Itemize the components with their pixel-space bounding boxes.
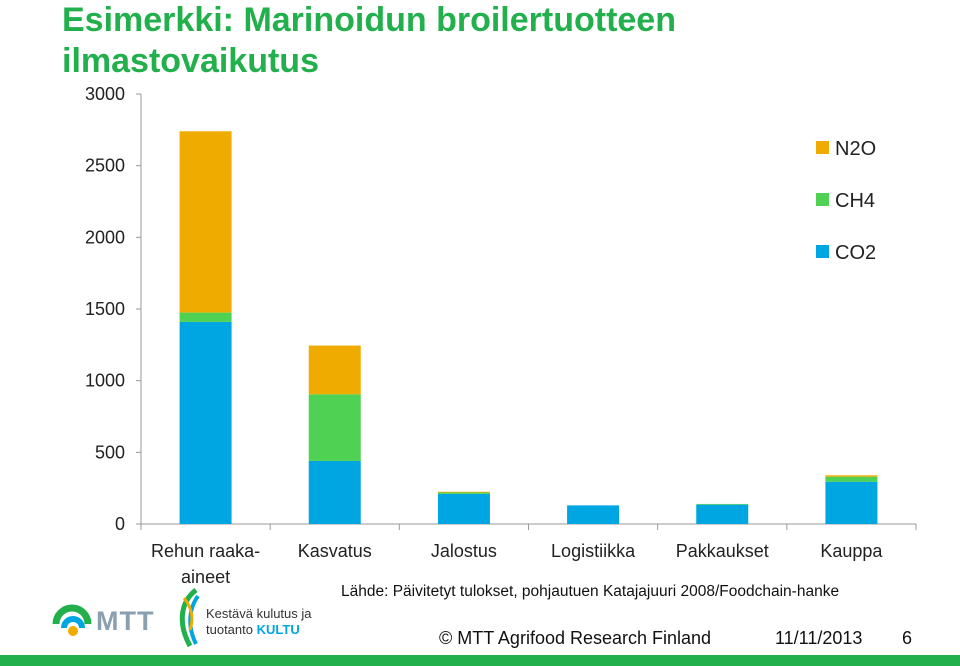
category-label: aineet: [181, 567, 230, 587]
bar-n2o-0: [179, 131, 232, 313]
bar-ch4-2: [437, 492, 490, 494]
y-tick-label: 1500: [85, 299, 125, 319]
y-tick-label: 3000: [85, 84, 125, 104]
category-label: Pakkaukset: [676, 541, 769, 561]
legend-swatch-co2: [816, 245, 829, 258]
chart-legend: N2O CH4 CO2: [802, 126, 916, 264]
mtt-logo: MTT: [50, 598, 172, 642]
legend-label-n2o: N2O: [835, 138, 876, 160]
stacked-bar-chart: 0 500 1000 1500 2000 2500 3000 Rehun raaka-ain…: [85, 84, 917, 587]
slide-date: 11/11/2013: [775, 628, 863, 648]
source-note: Lähde: Päivitetyt tulokset, pohjautuen K…: [341, 583, 840, 600]
bar-ch4-4: [696, 503, 749, 505]
copyright-text: © MTT Agrifood Research Finland: [439, 628, 712, 648]
bar-n2o-1: [308, 345, 361, 395]
legend-swatch-n2o: [816, 141, 829, 154]
kultu-logo-line1: Kestävä kulutus ja: [206, 606, 312, 621]
bar-ch4-5: [825, 476, 878, 482]
category-label: Jalostus: [431, 541, 497, 561]
category-label: Kasvatus: [298, 541, 372, 561]
bar-co2-3: [567, 505, 620, 524]
chart-bars: [179, 131, 878, 524]
page-number: 6: [902, 628, 913, 648]
y-tick-label: 2000: [85, 227, 125, 247]
title-line-2: ilmastovaikutus: [62, 42, 319, 80]
category-label: Rehun raaka-: [151, 541, 260, 561]
bar-n2o-5: [825, 475, 878, 477]
category-labels: Rehun raaka-aineet Kasvatus Jalostus Logist…: [151, 541, 883, 587]
bar-ch4-1: [308, 394, 361, 461]
category-label: Kauppa: [820, 541, 883, 561]
legend-label-ch4: CH4: [835, 190, 875, 212]
chart-axes: 0 500 1000 1500 2000 2500 3000: [85, 84, 917, 534]
kultu-logo-brand: KULTU: [256, 622, 300, 637]
mtt-logo-text: MTT: [96, 606, 155, 636]
category-label: Logistiikka: [551, 541, 636, 561]
y-tick-label: 1000: [85, 371, 125, 391]
y-tick-label: 0: [115, 514, 125, 534]
legend-swatch-ch4: [816, 193, 829, 206]
bar-co2-0: [179, 321, 232, 524]
bar-co2-4: [696, 504, 749, 524]
bar-co2-1: [308, 460, 361, 524]
kultu-logo-icon: [179, 588, 200, 648]
bar-co2-5: [825, 481, 878, 524]
mtt-logo-icon: [52, 604, 92, 636]
legend-label-co2: CO2: [835, 242, 876, 264]
y-tick-label: 500: [95, 442, 125, 462]
slide-title: Esimerkki: Marinoidun broilertuotteen il…: [62, 0, 676, 82]
title-line-1: Esimerkki: Marinoidun broilertuotteen: [62, 1, 676, 39]
bar-co2-2: [437, 493, 490, 524]
footer-bar: [0, 655, 960, 666]
y-tick-label: 2500: [85, 156, 125, 176]
bar-ch4-0: [179, 312, 232, 322]
bar-n2o-2: [437, 491, 490, 493]
kultu-logo-line2: tuotanto: [206, 622, 253, 637]
kultu-logo: Kestävä kulutus ja tuotanto KULTU: [176, 588, 312, 654]
